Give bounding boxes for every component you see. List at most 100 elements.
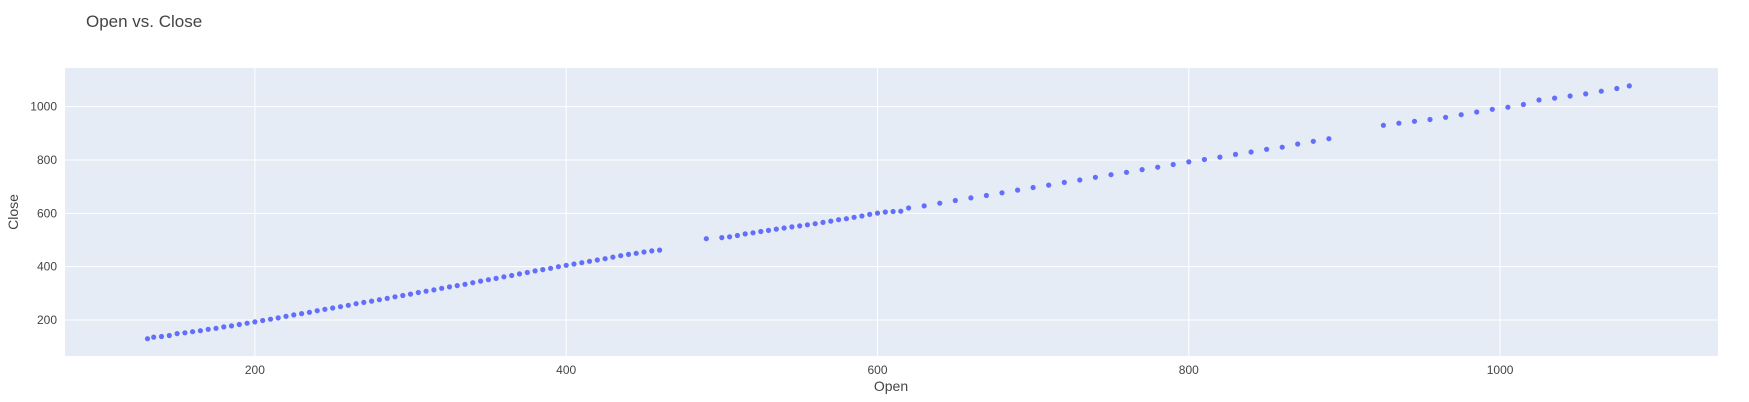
scatter-point bbox=[641, 249, 647, 255]
scatter-point bbox=[1015, 187, 1021, 193]
scatter-point bbox=[594, 257, 600, 263]
data-points bbox=[144, 83, 1632, 342]
scatter-point bbox=[446, 284, 453, 290]
scatter-point bbox=[828, 218, 834, 224]
scatter-point bbox=[781, 225, 787, 231]
scatter-point bbox=[205, 326, 211, 332]
scatter-point bbox=[882, 209, 888, 215]
y-axis-ticks: 200 400 600 800 1000 bbox=[30, 100, 57, 327]
scatter-point bbox=[921, 203, 927, 209]
scatter-point bbox=[1626, 83, 1632, 89]
scatter-point bbox=[1061, 179, 1067, 185]
scatter-point bbox=[361, 299, 367, 305]
scatter-point bbox=[190, 329, 196, 335]
scatter-point bbox=[703, 236, 709, 242]
scatter-point bbox=[400, 292, 406, 299]
scatter-point bbox=[454, 283, 460, 289]
scatter-point bbox=[345, 302, 351, 308]
scatter-point bbox=[228, 323, 235, 329]
scatter-point bbox=[719, 235, 725, 241]
scatter-point bbox=[937, 200, 943, 206]
scatter-point bbox=[555, 264, 562, 270]
scatter-point bbox=[898, 208, 904, 214]
scatter-point bbox=[260, 317, 266, 324]
scatter-point bbox=[952, 197, 958, 204]
scatter-point bbox=[1598, 88, 1604, 94]
scatter-point bbox=[1614, 85, 1620, 92]
scatter-point bbox=[462, 281, 468, 287]
scatter-point bbox=[1217, 154, 1223, 160]
scatter-point bbox=[968, 195, 974, 201]
scatter-point bbox=[999, 190, 1005, 196]
scatter-point bbox=[618, 253, 624, 259]
scatter-point bbox=[874, 210, 881, 216]
scatter-point bbox=[493, 275, 499, 281]
scatter-point bbox=[1139, 167, 1145, 173]
scatter-point bbox=[1170, 161, 1176, 168]
scatter-point bbox=[1295, 141, 1301, 147]
scatter-point bbox=[516, 271, 523, 277]
scatter-point bbox=[415, 289, 421, 296]
scatter-point bbox=[1030, 184, 1036, 191]
scatter-point bbox=[470, 280, 476, 286]
scatter-point bbox=[1108, 172, 1114, 178]
scatter-point bbox=[734, 232, 741, 239]
scatter-point bbox=[384, 295, 390, 301]
scatter-point bbox=[275, 315, 281, 321]
gridlines bbox=[65, 68, 1718, 356]
scatter-point bbox=[392, 294, 398, 300]
scatter-point bbox=[330, 305, 336, 311]
scatter-point bbox=[144, 336, 151, 342]
y-tick-label: 400 bbox=[37, 260, 57, 274]
scatter-point bbox=[213, 325, 219, 331]
scatter-point bbox=[820, 219, 826, 225]
scatter-point bbox=[750, 230, 756, 236]
scatter-point bbox=[1232, 151, 1239, 157]
scatter-point bbox=[1567, 93, 1573, 99]
scatter-point bbox=[197, 328, 203, 334]
x-tick-label: 400 bbox=[556, 363, 576, 377]
scatter-point bbox=[851, 214, 857, 220]
scatter-point bbox=[337, 304, 344, 310]
scatter-point bbox=[563, 262, 569, 268]
scatter-point bbox=[765, 227, 772, 233]
scatter-point bbox=[1092, 174, 1098, 180]
scatter-point bbox=[376, 297, 382, 303]
scatter-point bbox=[742, 231, 748, 237]
scatter-point bbox=[1583, 91, 1589, 97]
scatter-point bbox=[174, 331, 180, 337]
x-axis-ticks: 200 400 600 800 1000 bbox=[245, 363, 1514, 377]
x-tick-label: 800 bbox=[1179, 363, 1199, 377]
scatter-point bbox=[625, 251, 632, 257]
scatter-point bbox=[1505, 104, 1511, 110]
x-axis-title: Open bbox=[874, 378, 908, 394]
scatter-point bbox=[1536, 97, 1542, 103]
scatter-point bbox=[244, 320, 250, 326]
scatter-point bbox=[236, 321, 242, 328]
scatter-point bbox=[867, 211, 873, 217]
scatter-point bbox=[1310, 138, 1316, 144]
scatter-point bbox=[306, 309, 312, 315]
scatter-point bbox=[1520, 101, 1526, 108]
scatter-point bbox=[1264, 146, 1270, 152]
scatter-point bbox=[532, 268, 538, 274]
scatter-point bbox=[1380, 122, 1386, 128]
scatter-point bbox=[836, 217, 842, 223]
scatter-point bbox=[1186, 159, 1192, 165]
scatter-point bbox=[1201, 156, 1207, 163]
scatter-point bbox=[1427, 116, 1433, 123]
scatter-point bbox=[649, 248, 655, 254]
scatter-point bbox=[758, 228, 764, 235]
scatter-point bbox=[423, 288, 429, 294]
scatter-point bbox=[633, 250, 639, 256]
scatter-point bbox=[291, 312, 297, 318]
scatter-point bbox=[431, 287, 437, 293]
scatter-point bbox=[478, 278, 484, 284]
scatter-point bbox=[252, 319, 258, 325]
scatter-point bbox=[1474, 109, 1480, 115]
y-tick-label: 200 bbox=[37, 313, 57, 327]
scatter-point bbox=[579, 260, 585, 266]
scatter-point bbox=[221, 324, 227, 330]
scatter-point bbox=[1123, 169, 1130, 175]
x-tick-label: 200 bbox=[245, 363, 265, 377]
